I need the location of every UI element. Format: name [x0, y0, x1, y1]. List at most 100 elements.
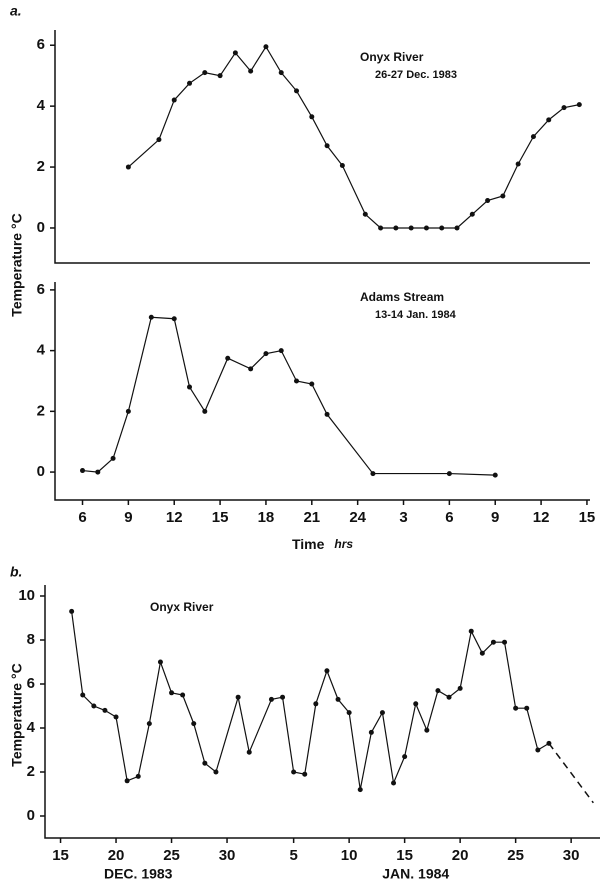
- data-point: [368, 729, 374, 735]
- data-point: [446, 471, 452, 477]
- data-point: [291, 769, 297, 775]
- data-point: [324, 411, 330, 417]
- data-point: [202, 408, 208, 414]
- data-point: [324, 668, 330, 674]
- data-point: [424, 727, 430, 733]
- y-tick-label: 4: [37, 342, 46, 359]
- y-tick-label: 4: [37, 97, 46, 114]
- data-point: [135, 773, 141, 779]
- data-point: [485, 198, 491, 204]
- x-tick-label: 12: [166, 509, 183, 526]
- y-tick-label: 2: [27, 763, 35, 780]
- data-point: [500, 193, 506, 199]
- data-point: [191, 721, 197, 727]
- chart-title: Onyx River: [360, 50, 424, 64]
- x-tick-label: 30: [219, 847, 236, 864]
- y-axis-label: Temperature °C: [9, 213, 25, 316]
- x-tick-label: 15: [579, 509, 596, 526]
- data-point: [561, 105, 567, 111]
- data-point: [113, 714, 119, 720]
- data-point: [362, 211, 368, 217]
- chart-title: Onyx River: [150, 600, 214, 614]
- data-point: [69, 608, 75, 614]
- data-point: [294, 378, 300, 384]
- data-point: [515, 161, 521, 167]
- x-tick-label: 18: [258, 509, 275, 526]
- y-tick-label: 0: [27, 807, 35, 824]
- data-point: [524, 705, 530, 711]
- y-tick-label: 0: [37, 219, 45, 236]
- data-point: [263, 44, 269, 50]
- data-line: [82, 316, 496, 476]
- y-tick-label: 6: [37, 281, 45, 298]
- data-point: [313, 701, 319, 707]
- data-point: [102, 707, 108, 713]
- data-point: [148, 314, 154, 320]
- data-point: [171, 97, 177, 103]
- data-point: [335, 696, 341, 702]
- data-point: [232, 50, 238, 56]
- axes: [54, 30, 590, 264]
- data-point: [80, 692, 86, 698]
- annotation: JAN. 1984: [382, 866, 449, 882]
- data-point: [202, 70, 208, 76]
- data-point: [213, 769, 219, 775]
- panel-label: a.: [10, 3, 22, 19]
- data-point: [439, 225, 445, 231]
- y-tick-label: 6: [27, 675, 35, 692]
- y-axis-label: Temperature °C: [9, 663, 25, 766]
- data-point: [324, 143, 330, 149]
- data-point: [95, 469, 101, 475]
- data-point: [546, 117, 552, 123]
- data-point: [248, 366, 254, 372]
- data-point: [435, 688, 441, 694]
- data-point: [490, 639, 496, 645]
- axes: [44, 585, 600, 839]
- y-tick-label: 10: [18, 587, 35, 604]
- x-tick-label: 24: [349, 509, 366, 526]
- data-point: [502, 639, 508, 645]
- data-point: [125, 408, 131, 414]
- x-tick-label: 30: [563, 847, 580, 864]
- data-point: [169, 690, 175, 696]
- data-point: [370, 471, 376, 477]
- data-point: [468, 628, 474, 634]
- y-tick-label: 6: [37, 36, 45, 53]
- x-axis-label-text: Time: [292, 536, 325, 552]
- data-point: [454, 225, 460, 231]
- data-point: [423, 225, 429, 231]
- data-point: [110, 455, 116, 461]
- data-point: [413, 701, 419, 707]
- data-point: [513, 705, 519, 711]
- data-point: [146, 721, 152, 727]
- x-tick-label: 15: [212, 509, 229, 526]
- data-point: [492, 472, 498, 478]
- data-point: [280, 694, 286, 700]
- data-point: [187, 384, 193, 390]
- x-tick-label: 6: [78, 509, 86, 526]
- data-point: [346, 710, 352, 716]
- x-tick-label: 5: [289, 847, 297, 864]
- data-point: [469, 211, 475, 217]
- annotation: DEC. 1983: [104, 866, 173, 882]
- data-point: [246, 749, 252, 755]
- data-line: [127, 45, 580, 229]
- data-point: [225, 355, 231, 361]
- data-point: [357, 787, 363, 793]
- chart-title: Adams Stream: [360, 290, 444, 304]
- data-point: [124, 778, 130, 784]
- x-tick-label: 20: [452, 847, 469, 864]
- x-tick-label: 15: [396, 847, 413, 864]
- panel-label: b.: [10, 564, 22, 580]
- data-point: [479, 650, 485, 656]
- y-tick-label: 2: [37, 158, 45, 175]
- data-point: [278, 70, 284, 76]
- x-tick-label: 21: [303, 509, 320, 526]
- data-point: [393, 225, 399, 231]
- data-point: [446, 694, 452, 700]
- data-line: [71, 611, 550, 790]
- data-point: [457, 685, 463, 691]
- data-point: [402, 754, 408, 760]
- x-axis-label-unit: hrs: [334, 537, 353, 551]
